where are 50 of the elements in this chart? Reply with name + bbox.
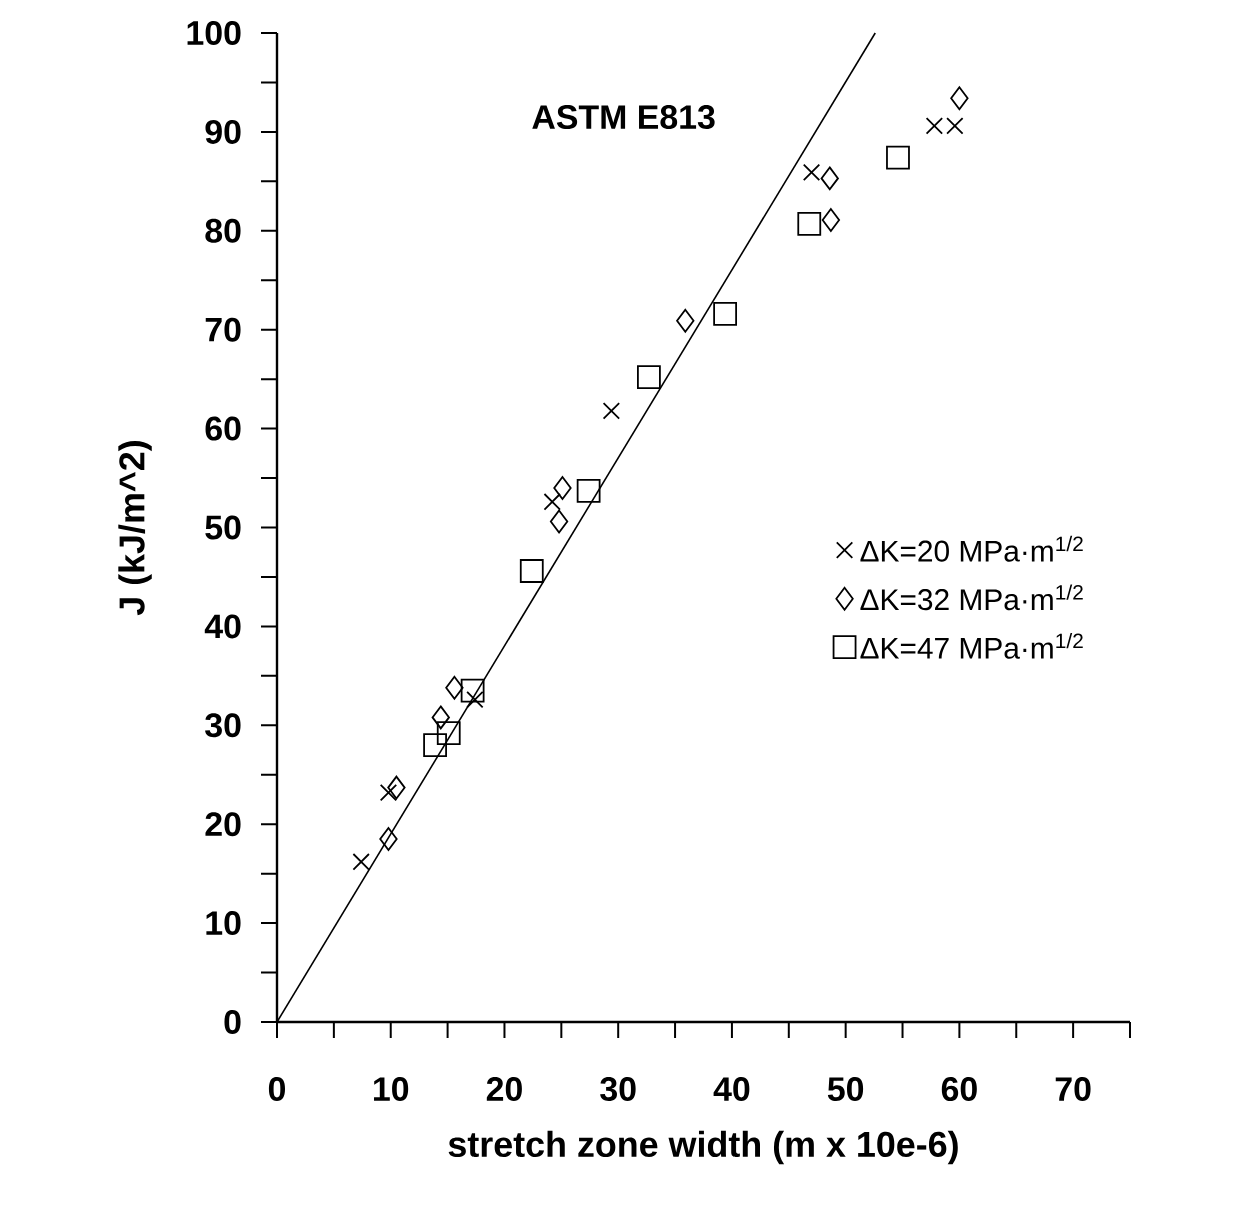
x-tick-label: 70 — [1055, 1077, 1091, 1102]
legend-label: ΔK=20 MPa·m$^{1/2}$ — [860, 535, 1083, 562]
point — [576, 479, 601, 503]
point — [387, 775, 406, 800]
point — [460, 678, 485, 703]
x-tick-label: 10 — [374, 1077, 409, 1102]
y-axis-title: J (kJ/m^2) — [118, 441, 152, 616]
point — [379, 783, 398, 802]
x-tick-label: 0 — [268, 1077, 286, 1102]
point — [797, 211, 822, 236]
y-tick-label: 0 — [224, 1010, 241, 1034]
point — [637, 365, 661, 390]
point — [886, 145, 910, 170]
point — [352, 853, 370, 871]
point — [676, 308, 695, 333]
y-tick-label: 100 — [187, 20, 241, 45]
x-tick-label: 20 — [486, 1077, 522, 1102]
y-tick-label: 70 — [205, 317, 241, 342]
y-tick-label: 60 — [205, 416, 241, 441]
point — [436, 721, 461, 746]
point — [950, 86, 969, 111]
x-tick-label: 40 — [713, 1077, 750, 1102]
point — [379, 827, 398, 851]
point — [925, 117, 944, 135]
annotation: ASTM E813 — [532, 105, 715, 130]
point — [946, 117, 964, 135]
point — [519, 559, 544, 583]
point — [445, 675, 464, 700]
point — [553, 476, 572, 500]
point — [713, 301, 738, 326]
legend-label: ΔK=47 MPa·m$^{1/2}$ — [860, 632, 1083, 659]
y-tick-label: 30 — [205, 713, 241, 738]
x-tick-label: 50 — [827, 1077, 864, 1102]
y-tick-label: 80 — [205, 218, 241, 243]
x-tick-label: 30 — [600, 1077, 636, 1102]
y-tick-label: 50 — [205, 515, 241, 540]
point — [602, 402, 621, 420]
point — [802, 163, 821, 182]
point — [423, 733, 447, 757]
y-tick-label: 20 — [205, 812, 241, 837]
point — [821, 208, 841, 232]
y-tick-label: 10 — [206, 911, 241, 936]
point — [431, 705, 450, 730]
x-tick-label: 60 — [941, 1077, 977, 1102]
x-axis-title: stretch zone width (m x 10e-6) — [448, 1130, 958, 1165]
y-tick-label: 40 — [204, 614, 241, 639]
y-tick-label: 90 — [205, 119, 241, 144]
point — [820, 166, 839, 191]
point — [466, 690, 484, 709]
legend-label: ΔK=32 MPa·m$^{1/2}$ — [860, 584, 1083, 611]
